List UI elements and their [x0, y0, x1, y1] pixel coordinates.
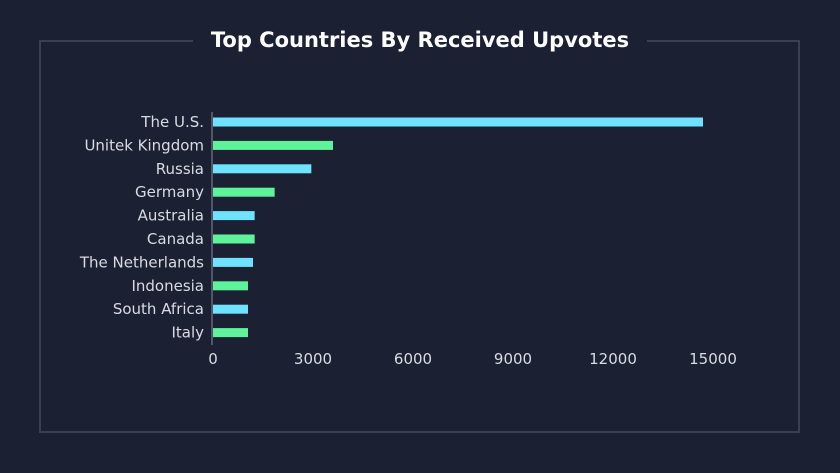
bar-4 [213, 211, 255, 221]
x-tick-label-2: 6000 [394, 350, 432, 368]
x-tick-label-1: 3000 [294, 350, 332, 368]
bar-2 [213, 164, 312, 174]
chart-title-wrap: Top Countries By Received Upvotes [0, 26, 840, 54]
x-tick-label-0: 0 [208, 350, 218, 368]
chart-title: Top Countries By Received Upvotes [192, 26, 648, 54]
category-labels: The U.S. Unitek Kingdom Russia Germany Austr… [79, 113, 204, 342]
category-label-2: Russia [156, 160, 204, 178]
x-tick-labels: 0 3000 6000 9000 12000 15000 [208, 350, 737, 368]
bar-5 [213, 234, 255, 244]
category-label-1: Unitek Kingdom [84, 136, 204, 154]
category-label-5: Canada [147, 230, 204, 248]
category-label-9: Italy [171, 324, 204, 342]
x-tick-label-4: 12000 [589, 350, 637, 368]
category-label-3: Germany [135, 183, 204, 201]
x-tick-label-3: 9000 [494, 350, 532, 368]
bar-9 [213, 328, 248, 338]
category-label-4: Australia [138, 207, 204, 225]
bar-6 [213, 257, 253, 267]
x-tick-label-5: 15000 [689, 350, 737, 368]
category-label-7: Indonesia [131, 277, 204, 295]
bar-7 [213, 281, 248, 291]
bar-0 [213, 117, 703, 127]
bar-1 [213, 140, 333, 150]
category-label-8: South Africa [113, 300, 204, 318]
category-label-6: The Netherlands [79, 253, 204, 271]
bar-8 [213, 304, 248, 314]
bars-group [213, 117, 703, 338]
bar-3 [213, 187, 275, 197]
category-label-0: The U.S. [140, 113, 204, 131]
